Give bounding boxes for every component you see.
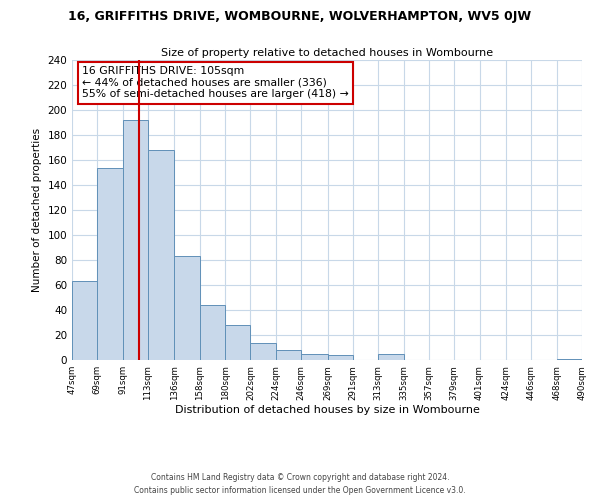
Text: 16 GRIFFITHS DRIVE: 105sqm
← 44% of detached houses are smaller (336)
55% of sem: 16 GRIFFITHS DRIVE: 105sqm ← 44% of deta… (82, 66, 349, 99)
Bar (97, 168, 122, 360)
Bar (148, 150, 175, 360)
Bar (250, 342, 276, 360)
Bar (276, 350, 301, 360)
Y-axis label: Number of detached properties: Number of detached properties (32, 128, 42, 292)
Text: Contains HM Land Registry data © Crown copyright and database right 2024.
Contai: Contains HM Land Registry data © Crown c… (134, 474, 466, 495)
Text: 16, GRIFFITHS DRIVE, WOMBOURNE, WOLVERHAMPTON, WV5 0JW: 16, GRIFFITHS DRIVE, WOMBOURNE, WOLVERHA… (68, 10, 532, 23)
X-axis label: Distribution of detached houses by size in Wombourne: Distribution of detached houses by size … (175, 406, 479, 415)
Bar (175, 256, 200, 360)
Bar (200, 305, 225, 360)
Bar (557, 359, 582, 360)
Bar (328, 355, 353, 360)
Bar (301, 354, 328, 360)
Bar (72, 281, 97, 360)
Title: Size of property relative to detached houses in Wombourne: Size of property relative to detached ho… (161, 48, 493, 58)
Bar (225, 325, 250, 360)
Bar (122, 120, 148, 360)
Bar (378, 354, 404, 360)
